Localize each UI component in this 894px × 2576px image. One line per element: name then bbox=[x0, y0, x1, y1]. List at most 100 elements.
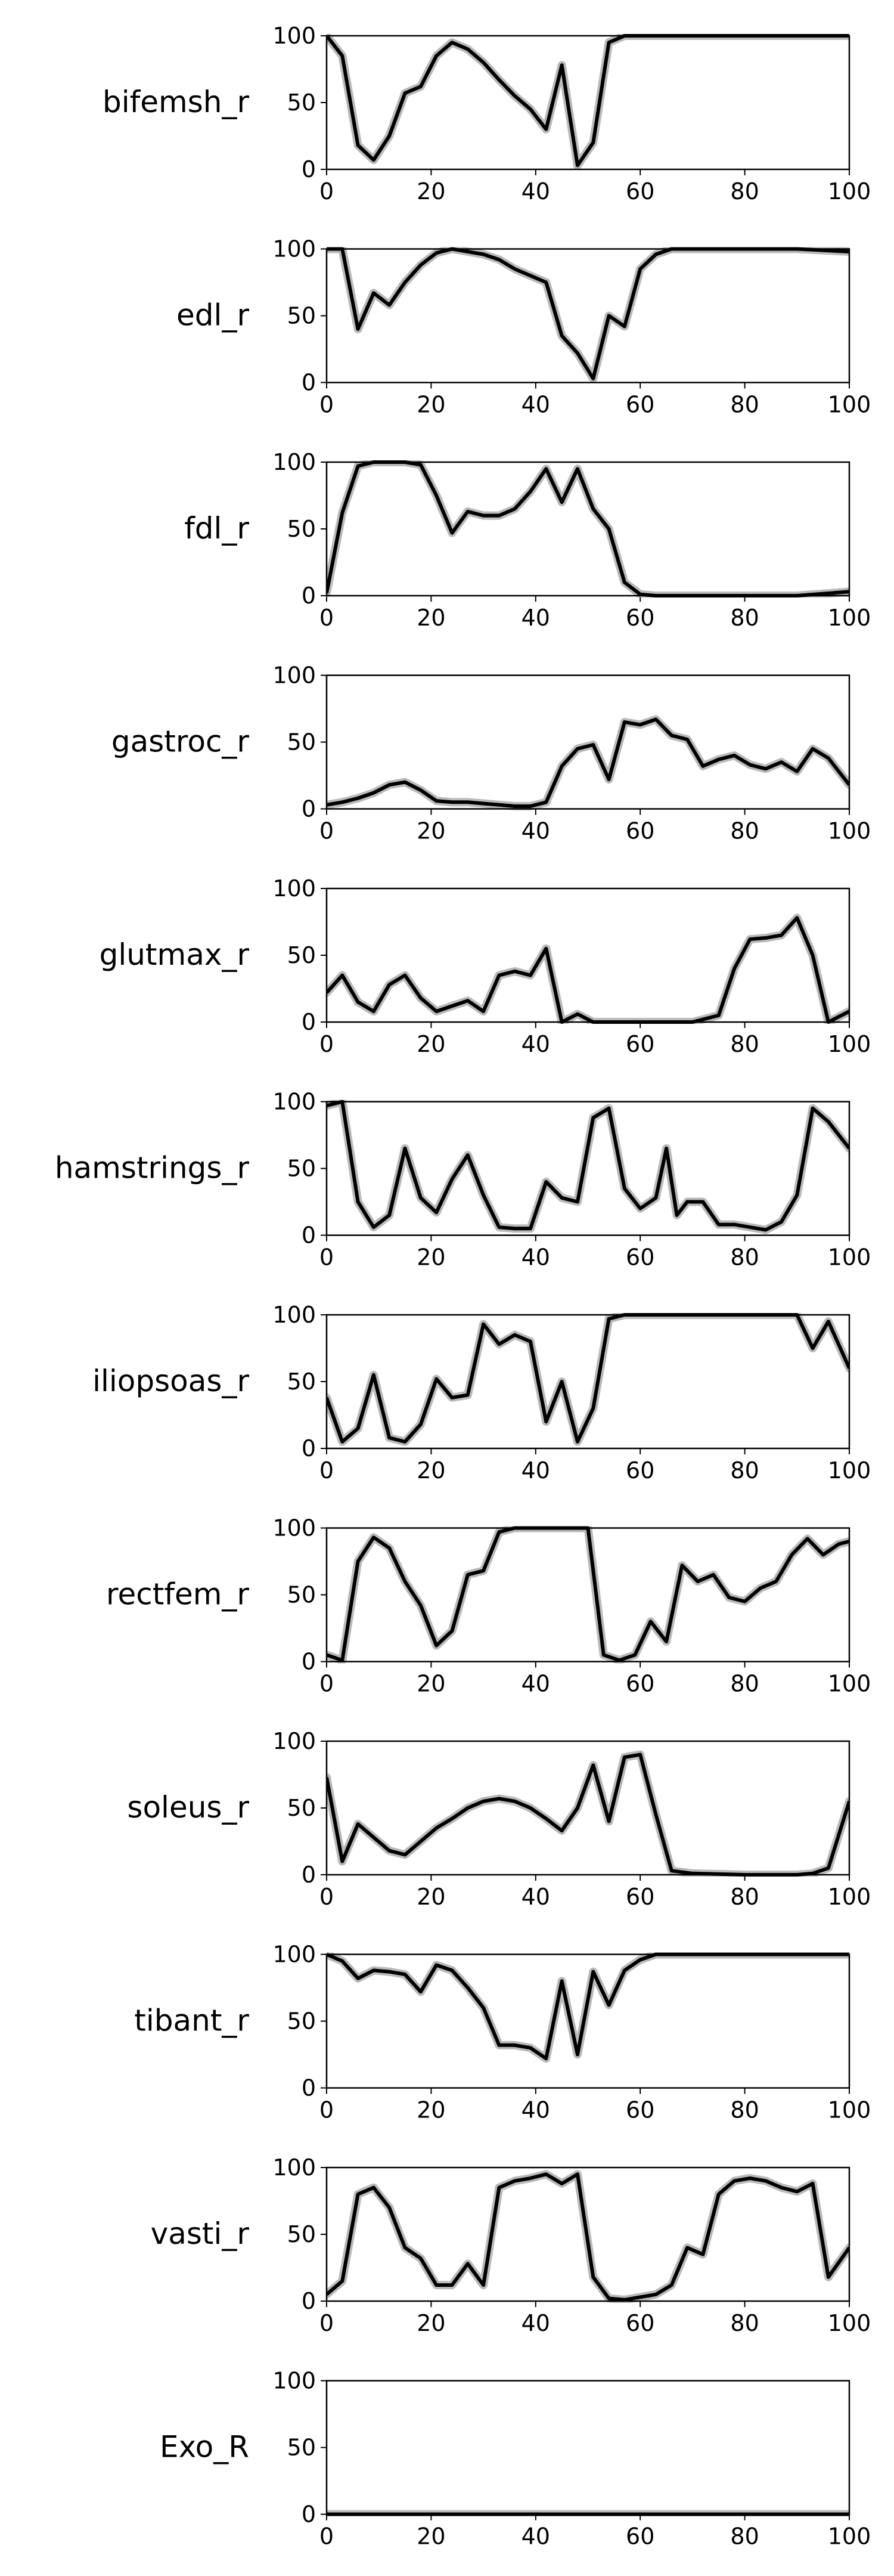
y-axis-label: edl_r bbox=[176, 298, 249, 333]
y-tick-label: 100 bbox=[272, 2368, 316, 2394]
y-tick-label: 50 bbox=[287, 1582, 316, 1608]
x-tick-label: 60 bbox=[626, 2097, 654, 2123]
series-line bbox=[327, 1526, 849, 1662]
x-tick-label: 80 bbox=[730, 178, 759, 205]
x-tick-label: 60 bbox=[626, 2310, 654, 2336]
y-tick-label: 50 bbox=[287, 729, 316, 756]
y-tick-label: 50 bbox=[287, 2008, 316, 2035]
y-tick-label: 0 bbox=[302, 2288, 316, 2314]
y-tick-label: 100 bbox=[272, 23, 316, 49]
axes-frame bbox=[325, 1314, 850, 1450]
chart-panel-10: vasti_r 0 50 100 0 20 40 60 80 100 bbox=[151, 2154, 871, 2336]
y-axis-label: Exo_R bbox=[160, 2430, 249, 2464]
x-tick-label: 100 bbox=[828, 392, 871, 418]
y-axis-label: tibant_r bbox=[134, 2004, 249, 2038]
series-band bbox=[327, 1750, 849, 1877]
x-tick-label: 80 bbox=[730, 2310, 759, 2336]
x-tick-label: 60 bbox=[626, 1244, 654, 1271]
y-axis-label: bifemsh_r bbox=[103, 85, 249, 119]
x-tick-label: 40 bbox=[522, 178, 550, 205]
x-tick-label: 100 bbox=[828, 1457, 871, 1484]
chart-panel-7: rectfem_r 0 50 100 0 20 40 60 80 100 bbox=[106, 1515, 871, 1697]
x-tick-label: 60 bbox=[626, 1031, 654, 1057]
x-tick-label: 20 bbox=[417, 2524, 445, 2550]
y-tick-label: 0 bbox=[302, 1435, 316, 1462]
y-tick-label: 50 bbox=[287, 2221, 316, 2247]
y-tick-label: 0 bbox=[302, 370, 316, 396]
series-band bbox=[327, 460, 849, 597]
series-line bbox=[327, 460, 849, 597]
y-tick-label: 0 bbox=[302, 2075, 316, 2101]
x-tick-label: 60 bbox=[626, 1884, 654, 1910]
y-tick-label: 100 bbox=[272, 1728, 316, 1754]
x-tick-label: 0 bbox=[319, 605, 334, 631]
y-tick-label: 100 bbox=[272, 449, 316, 475]
x-tick-label: 0 bbox=[319, 1884, 334, 1910]
x-tick-label: 0 bbox=[319, 2097, 334, 2123]
y-axis-label: soleus_r bbox=[127, 1790, 249, 1825]
x-tick-label: 80 bbox=[730, 2097, 759, 2123]
chart-panel-8: soleus_r 0 50 100 0 20 40 60 80 100 bbox=[127, 1728, 871, 1910]
axes-frame bbox=[325, 2380, 850, 2515]
x-tick-label: 0 bbox=[319, 1244, 334, 1271]
x-tick-label: 40 bbox=[522, 2097, 550, 2123]
x-tick-label: 0 bbox=[319, 392, 334, 418]
y-tick-label: 50 bbox=[287, 303, 316, 329]
x-tick-label: 40 bbox=[522, 2310, 550, 2336]
x-tick-label: 20 bbox=[417, 178, 445, 205]
x-tick-label: 60 bbox=[626, 2524, 654, 2550]
y-tick-label: 50 bbox=[287, 1368, 316, 1395]
series-line bbox=[327, 717, 849, 808]
axes-frame bbox=[325, 248, 850, 383]
x-tick-label: 80 bbox=[730, 392, 759, 418]
x-tick-label: 0 bbox=[319, 1031, 334, 1057]
series-line bbox=[327, 1313, 849, 1444]
x-tick-label: 100 bbox=[828, 178, 871, 205]
x-tick-label: 40 bbox=[522, 1671, 550, 1697]
y-tick-label: 50 bbox=[287, 942, 316, 968]
x-tick-label: 60 bbox=[626, 178, 654, 205]
y-axis-label: vasti_r bbox=[151, 2216, 250, 2251]
y-tick-label: 100 bbox=[272, 1302, 316, 1328]
series-line bbox=[327, 2172, 849, 2302]
y-axis-label: hamstrings_r bbox=[55, 1151, 250, 1185]
chart-panel-5: hamstrings_r 0 50 100 0 20 40 60 80 100 bbox=[55, 1089, 871, 1271]
x-tick-label: 60 bbox=[626, 1457, 654, 1484]
x-tick-label: 0 bbox=[319, 2310, 334, 2336]
y-tick-label: 50 bbox=[287, 89, 316, 116]
series-line bbox=[327, 1952, 849, 2061]
y-tick-label: 100 bbox=[272, 662, 316, 689]
y-tick-label: 50 bbox=[287, 1156, 316, 1182]
axes-frame bbox=[325, 887, 850, 1023]
y-tick-label: 50 bbox=[287, 1795, 316, 1821]
y-tick-label: 100 bbox=[272, 236, 316, 262]
series-line bbox=[327, 1100, 849, 1232]
y-axis-label: glutmax_r bbox=[100, 937, 250, 972]
y-tick-label: 100 bbox=[272, 875, 316, 902]
x-tick-label: 20 bbox=[417, 392, 445, 418]
x-tick-label: 0 bbox=[319, 2524, 334, 2550]
y-axis-label: fdl_r bbox=[184, 511, 249, 546]
y-tick-label: 0 bbox=[302, 2501, 316, 2528]
x-tick-label: 20 bbox=[417, 818, 445, 844]
series-band bbox=[327, 1100, 849, 1234]
x-tick-label: 80 bbox=[730, 1244, 759, 1271]
axes-frame bbox=[325, 1953, 850, 2089]
y-tick-label: 0 bbox=[302, 796, 316, 822]
x-tick-label: 40 bbox=[522, 1884, 550, 1910]
x-tick-label: 100 bbox=[828, 2310, 871, 2336]
x-tick-label: 40 bbox=[522, 1031, 550, 1057]
chart-panel-4: glutmax_r 0 50 100 0 20 40 60 80 100 bbox=[100, 875, 871, 1057]
x-tick-label: 20 bbox=[417, 1884, 445, 1910]
x-tick-label: 80 bbox=[730, 605, 759, 631]
x-tick-label: 80 bbox=[730, 1884, 759, 1910]
x-tick-label: 100 bbox=[828, 2097, 871, 2123]
y-tick-label: 50 bbox=[287, 2435, 316, 2461]
x-tick-label: 40 bbox=[522, 1244, 550, 1271]
axes-frame bbox=[325, 674, 850, 810]
y-tick-label: 0 bbox=[302, 1649, 316, 1675]
series-band bbox=[327, 34, 849, 170]
x-tick-label: 100 bbox=[828, 605, 871, 631]
x-tick-label: 100 bbox=[828, 1244, 871, 1271]
chart-panel-3: gastroc_r 0 50 100 0 20 40 60 80 100 bbox=[111, 662, 871, 844]
